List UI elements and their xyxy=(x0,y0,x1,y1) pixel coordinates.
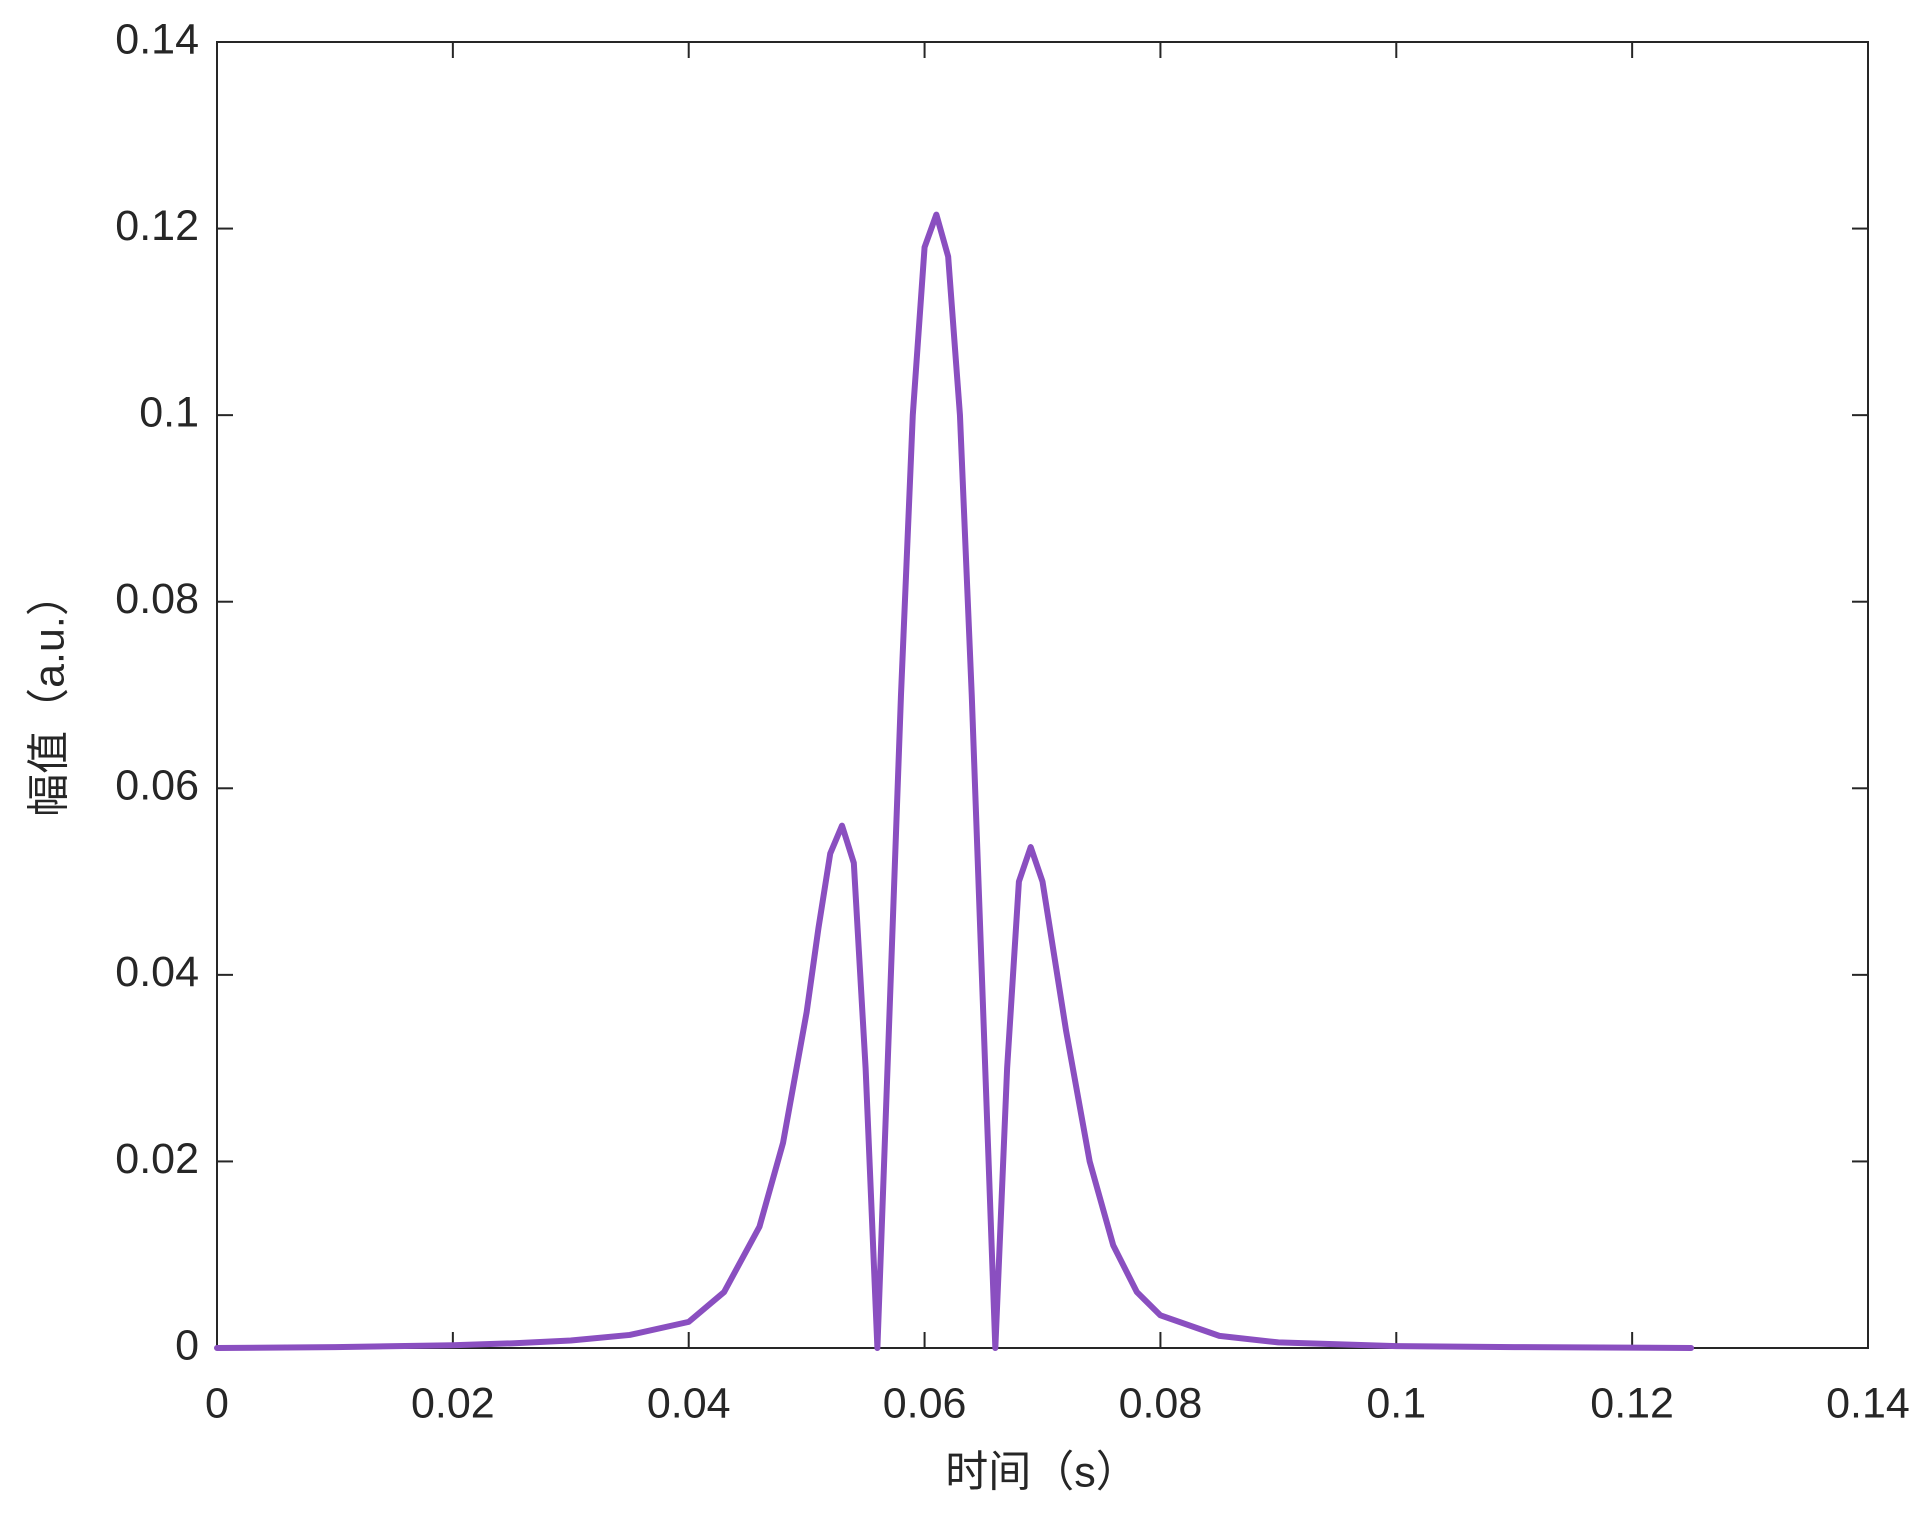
x-tick-label: 0 xyxy=(205,1379,229,1427)
y-tick-label: 0.08 xyxy=(115,575,199,623)
x-axis-label: 时间（s） xyxy=(945,1448,1139,1496)
x-tick-label: 0.08 xyxy=(1119,1379,1203,1427)
plot-frame xyxy=(216,41,1869,1349)
y-tick-label: 0.12 xyxy=(115,202,199,250)
y-axis-label: 幅值（a.u.） xyxy=(25,573,73,817)
y-tick-label: 0.04 xyxy=(115,948,199,996)
y-tick-label: 0.14 xyxy=(115,15,199,63)
line-series xyxy=(214,211,1695,1351)
x-tick-label: 0.02 xyxy=(411,1379,495,1427)
x-tick-label: 0.06 xyxy=(883,1379,967,1427)
y-tick-label: 0.06 xyxy=(115,762,199,810)
x-tick-label: 0.14 xyxy=(1826,1379,1910,1427)
x-tick-label: 0.04 xyxy=(647,1379,731,1427)
y-tick-label: 0.1 xyxy=(139,389,199,437)
x-tick-label: 0.1 xyxy=(1366,1379,1426,1427)
x-tick-label: 0.12 xyxy=(1590,1379,1674,1427)
y-tick-label: 0.02 xyxy=(115,1135,199,1183)
y-tick-label: 0 xyxy=(175,1321,199,1369)
